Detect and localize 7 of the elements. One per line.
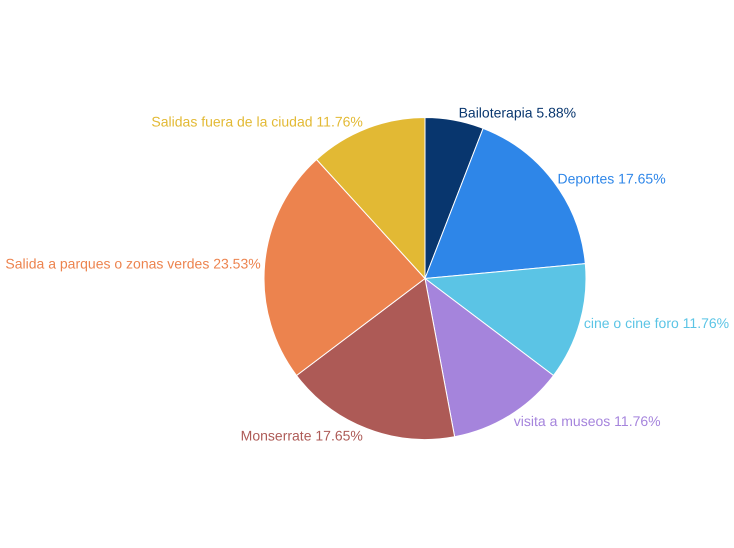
slice-label: Salidas fuera de la ciudad 11.76% (151, 113, 363, 130)
slice-label: visita a museos 11.76% (514, 413, 661, 430)
slice-label: Salida a parques o zonas verdes 23.53% (5, 256, 261, 272)
slice-label: cine o cine foro 11.76% (584, 315, 730, 332)
slice-label: Monserrate 17.65% (240, 428, 363, 444)
slice-label: Deportes 17.65% (557, 170, 666, 187)
slice-label: Bailoterapia 5.88% (458, 104, 576, 121)
